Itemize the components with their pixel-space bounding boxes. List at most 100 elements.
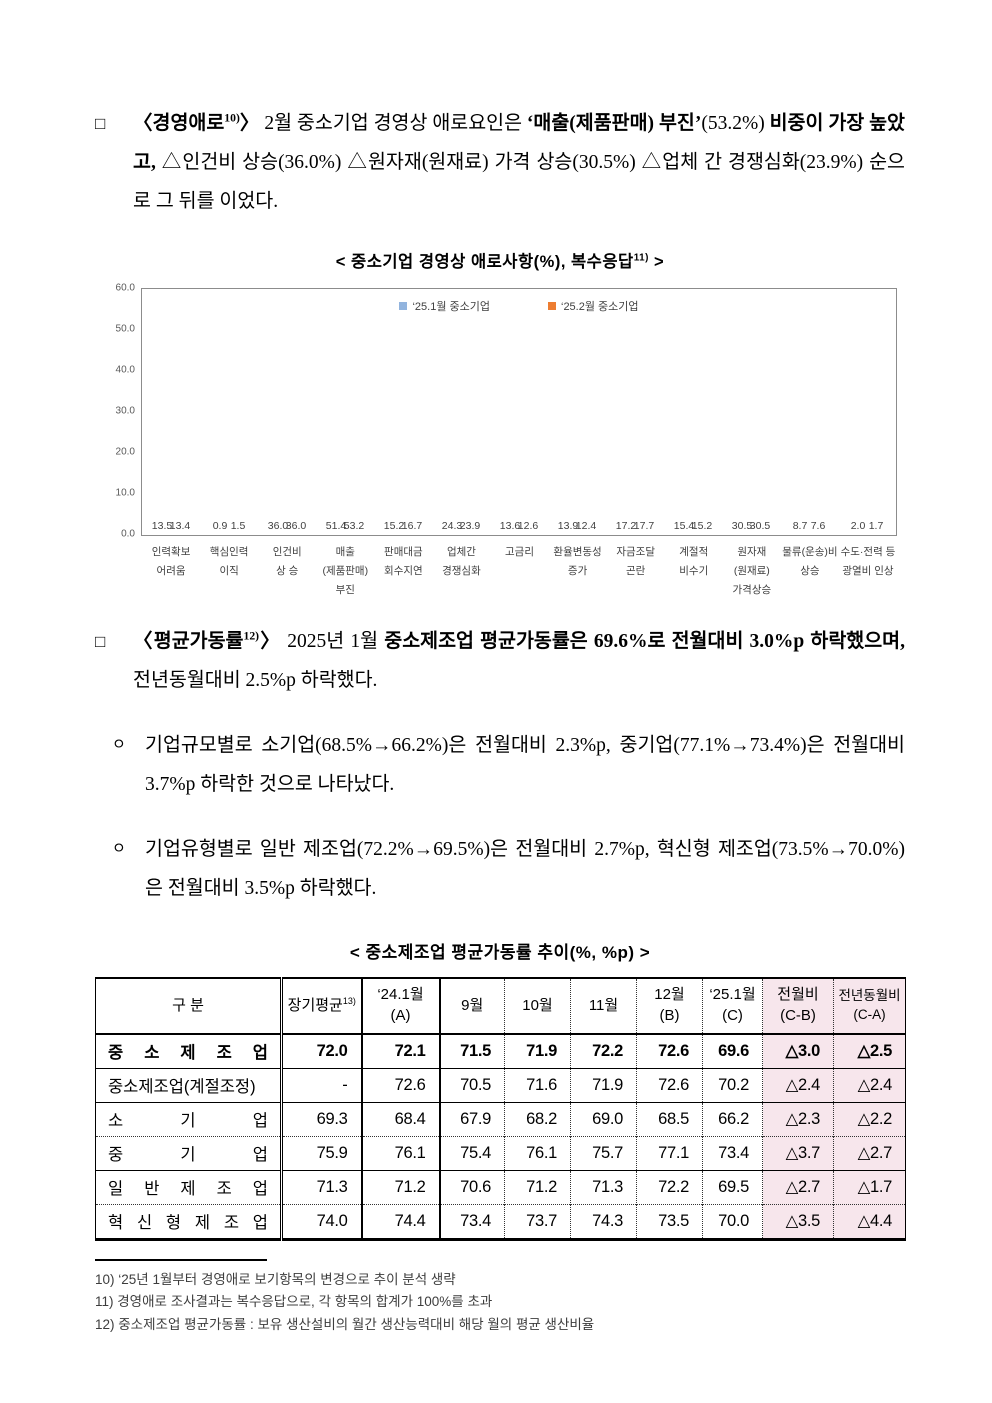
table-cell: 72.6 [636,1068,703,1103]
text-run: 2025년 1월 [287,630,385,652]
sub-bullet-company-size: ㅇ 기업규모별로 소기업(68.5%→66.2%)은 전월대비 2.3%p, 중… [95,726,905,804]
table-cell: 67.9 [438,1102,505,1137]
table-cell: △2.2 [833,1102,906,1137]
bar-chart: 0.0 10.0 20.0 30.0 40.0 50.0 60.0 ‘25.1월 중소기업 ‘… [109,283,897,600]
sub-bullet-company-type-text: 기업유형별로 일반 제조업(72.2%→69.5%)은 전월대비 2.7%p, … [145,838,905,899]
row-label: 중 소 제 조 업 [108,1044,268,1063]
legend-swatch-icon [399,302,408,310]
chart-bar-groups: 13.5 13.4 0.9 1.5 36.0 36.0 51.4 53.2 15.2 16.7 24… [142,289,896,535]
circle-bullet-icon: ㅇ [112,736,126,753]
text-run: △인건비 상승(36.0%) △원자재(원재료) 가격 상승(30.5%) △업… [133,152,905,212]
table-cell: △4.4 [833,1204,906,1240]
x-axis-category-label: 인건비 상 승 [272,546,302,577]
x-axis-category-label: 인력확보 어려움 [151,546,191,577]
table-cell: 68.4 [360,1102,440,1137]
table-cell: 71.9 [504,1033,571,1069]
row-label: 소 기 업 [108,1112,268,1131]
x-axis-category-label: 업체간 경쟁심화 [442,546,481,577]
bar-value-label: 51.4 [325,520,347,532]
legend-item: ‘25.2월 중소기업 [548,298,639,314]
column-header: 9월 [438,977,505,1034]
text-run: < 중소기업 경영상 애로사항(%), 복수응답 [335,253,634,271]
bar-group: 30.5 30.5 [722,289,780,535]
bar-value-label: 17.7 [633,520,655,532]
table-cell: 71.2 [360,1170,440,1205]
bar-group: 13.9 12.4 [548,289,606,535]
table-cell: 70.0 [702,1204,763,1240]
y-axis-tick-label: 0.0 [121,528,135,540]
operating-rate-table-body: 중 소 제 조 업 72.0 72.1 71.5 71.9 72.2 72.6 69.6 △3.… [95,1033,906,1240]
table-cell: 74.4 [360,1204,440,1240]
text-run: (53.2%) [701,113,770,134]
y-axis-tick-label: 20.0 [115,446,135,458]
table-cell: △2.4 [762,1068,834,1103]
x-axis-category-label: 매출 (제품판매) 부진 [322,546,369,596]
table-cell: 72.0 [280,1033,362,1069]
bar-group: 13.5 13.4 [142,289,200,535]
text-run: 11) [633,252,649,264]
x-axis-category-label: 환율변동성 증가 [553,546,602,577]
row-label: 혁 신 형 제 조 업 [108,1214,268,1233]
footnote-separator [95,1258,267,1261]
operating-rate-table: 구 분 장기평균13) ‘24.1월 (A) 9월 10월 11월 12월 (B) ‘25.1월(… [95,976,906,1241]
sub-bullet-company-size-text: 기업규모별로 소기업(68.5%→66.2%)은 전월대비 2.3%p, 중기업… [145,734,905,795]
table-cell: 69.3 [280,1102,362,1137]
column-header: 10월 [504,977,571,1034]
table-cell: 72.6 [636,1033,703,1069]
bar-value-label: 13.9 [557,520,579,532]
table-cell: △1.7 [833,1170,906,1205]
bar-value-label: 1.7 [868,520,884,532]
bar-value-label: 8.7 [792,520,808,532]
footnote: 11) 경영애로 조사결과는 복수응답으로, 각 항목의 합계가 100%를 초… [95,1294,493,1310]
bar-group: 15.4 15.2 [664,289,722,535]
table-cell: 71.3 [280,1170,362,1205]
bar-value-label: 12.4 [575,520,597,532]
x-axis-category-label: 물류(운송)비 상승 [782,546,838,577]
bar-group: 8.7 7.6 [780,289,838,535]
text-run: 10) [224,111,240,125]
bar-group: 24.3 23.9 [432,289,490,535]
table-title: < 중소제조업 평균가동률 추이(%, %p) > [349,942,651,962]
column-header: ‘25.1월 (C) [702,977,763,1034]
table-row: 중소제조업(계절조정) -72.6 70.5 71.6 71.9 72.6 70.2 △2.4… [95,1068,906,1103]
table-cell: 71.2 [504,1170,571,1205]
table-cell: 71.9 [570,1068,637,1103]
table-cell: 69.5 [702,1170,763,1205]
legend-item: ‘25.1월 중소기업 [399,298,490,314]
square-bullet-icon: □ [95,114,106,133]
table-row: 혁 신 형 제 조 업 74.0 74.4 73.4 73.7 74.3 73.5 70.0 △… [96,1204,906,1240]
bar-value-label: 16.7 [401,520,423,532]
text-run: 〈평균가동률 [133,630,244,652]
x-axis-category-label: 원자재 (원재료) 가격상승 [732,546,772,596]
text-run: 2월 중소기업 경영상 애로요인은 [264,113,527,134]
table-cell: 70.2 [702,1068,763,1103]
chart-x-axis-spacer [109,543,142,600]
table-cell: △3.5 [762,1204,834,1240]
chart-title: < 중소기업 경영상 애로사항(%), 복수응답11) > [95,248,905,272]
square-bullet-icon: □ [95,631,106,651]
x-axis-category-label: 핵심인력 이직 [209,546,249,577]
y-axis-tick-label: 50.0 [115,323,135,335]
table-cell: - [280,1068,362,1103]
chart-x-axis-labels: 인력확보 어려움 핵심인력 이직 인건비 상 승 매출 (제품판매) 부진 판매대금 회수지연 업체간… [142,543,897,600]
table-cell: 73.4 [702,1136,763,1171]
bar-group: 2.0 1.7 [838,289,896,535]
table-cell: △3.0 [762,1033,834,1069]
table-cell: 76.1 [504,1136,571,1171]
chart-legend: ‘25.1월 중소기업 ‘25.2월 중소기업 [142,298,896,314]
bar-group: 15.2 16.7 [374,289,432,535]
bar-value-label: 2.0 [850,520,866,532]
row-label: 중소제조업(계절조정) [108,1078,256,1097]
column-header: 11월 [570,977,637,1034]
bar-value-label: 13.5 [151,520,173,532]
bar-group: 0.9 1.5 [200,289,258,535]
table-cell: 75.7 [570,1136,637,1171]
table-cell: △2.4 [833,1068,906,1103]
table-cell: 76.1 [360,1136,440,1171]
table-cell: 75.9 [280,1136,362,1171]
table-cell: 71.3 [570,1170,637,1205]
table-cell: △3.7 [762,1136,834,1171]
table-cell: △2.7 [762,1170,834,1205]
paragraph-management-difficulty: □ 〈경영애로10)〉 2월 중소기업 경영상 애로요인은 ‘매출(제품판매) … [95,104,905,221]
table-cell: 74.0 [280,1204,362,1240]
